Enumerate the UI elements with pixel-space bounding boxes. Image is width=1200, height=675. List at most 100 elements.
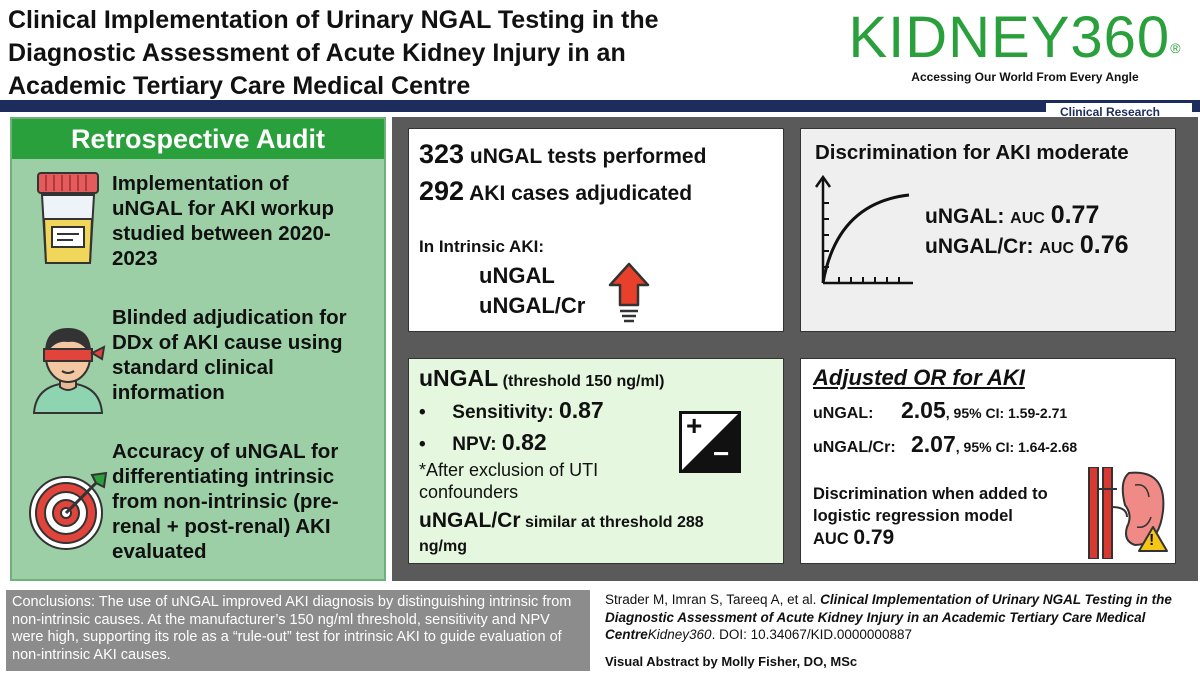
or-label: uNGAL:: [813, 405, 874, 422]
citation: Strader M, Imran S, Tareeq A, et al. Cli…: [605, 591, 1195, 644]
tests-count: 323: [419, 139, 465, 169]
audit-item-accuracy: Accuracy of uNGAL for differentiating in…: [112, 439, 382, 564]
cases-label: AKI cases adjudicated: [469, 182, 693, 205]
auc-value: 0.79: [853, 526, 895, 549]
auc-text: AUC: [1039, 240, 1075, 257]
auc-value: 0.77: [1050, 201, 1100, 229]
auc-label: uNGAL/Cr:: [925, 235, 1034, 258]
kidney-icon: !: [1083, 466, 1173, 564]
or-value: 2.07: [911, 431, 956, 457]
increase-arrow-icon: [607, 261, 651, 330]
cases-adjudicated-row: 292 AKI cases adjudicated: [419, 176, 692, 207]
logo-wordmark: KIDNEY360®: [840, 6, 1190, 70]
audit-item-implementation: Implementation of uNGAL for AKI workup s…: [112, 171, 382, 271]
title-line: Academic Tertiary Care Medical Centre: [8, 72, 471, 100]
visual-abstract-credit: Visual Abstract by Molly Fisher, DO, MSc: [605, 654, 858, 669]
audit-text-line: evaluated: [112, 540, 207, 563]
tests-summary-box: 323 uNGAL tests performed 292 AKI cases …: [408, 128, 784, 332]
discrimination-box: Discrimination for AKI moderate uNGAL: A…: [800, 128, 1176, 332]
npv-row: • NPV: 0.82: [419, 429, 547, 456]
or-label: uNGAL/Cr:: [813, 439, 896, 456]
auc-text: AUC: [1010, 210, 1045, 227]
tests-label: uNGAL tests performed: [469, 145, 707, 168]
roc-curve-icon: [814, 173, 915, 298]
audit-text-line: 2023: [112, 247, 158, 270]
retrospective-audit-panel: Retrospective Audit Implementation of uN…: [10, 117, 386, 581]
audit-text-line: standard clinical: [112, 356, 274, 379]
or-value: 2.05: [901, 397, 946, 423]
citation-journal: Kidney360: [647, 627, 712, 642]
journal-logo: KIDNEY360® Accessing Our World From Ever…: [840, 6, 1190, 85]
threshold-title: uNGAL: [419, 365, 499, 391]
or-ci: , 95% CI: 1.64-2.68: [955, 439, 1078, 455]
threshold-subtitle: (threshold 150 ng/ml): [502, 373, 665, 390]
audit-text-line: uNGAL for AKI workup: [112, 197, 335, 220]
blindfolded-person-icon: [26, 317, 110, 422]
npv-label: NPV:: [452, 434, 497, 455]
regression-line: Discrimination when added to: [813, 485, 1048, 503]
title-line: Clinical Implementation of Urinary NGAL …: [8, 6, 659, 34]
sensitivity-label: Sensitivity:: [452, 402, 554, 423]
ratio-title: uNGAL/Cr: [419, 509, 521, 532]
target-icon: [26, 467, 112, 558]
audit-text-line: renal + post-renal) AKI: [112, 515, 331, 538]
category-label: Clinical Research: [1045, 103, 1192, 121]
auc-row-ungal: uNGAL: AUC 0.77: [925, 201, 1099, 230]
odds-ratio-box: Adjusted OR for AKI uNGAL: 2.05, 95% CI: …: [800, 358, 1176, 564]
warning-icon: !: [1137, 525, 1169, 558]
sensitivity-value: 0.87: [558, 397, 604, 423]
or-row-ungal: uNGAL: 2.05, 95% CI: 1.59-2.71: [813, 397, 1067, 424]
auc-row-ungal-cr: uNGAL/Cr: AUC 0.76: [925, 231, 1129, 260]
cases-count: 292: [419, 176, 465, 206]
audit-item-adjudication: Blinded adjudication for DDx of AKI caus…: [112, 305, 382, 405]
sensitivity-row: • Sensitivity: 0.87: [419, 397, 604, 424]
note-line: confounders: [419, 482, 519, 502]
auc-text: AUC: [813, 530, 849, 548]
ratio-text: similar at threshold 288: [524, 514, 704, 531]
discrimination-title: Discrimination for AKI moderate: [815, 141, 1129, 164]
marker-ungal-cr: uNGAL/Cr: [479, 293, 586, 318]
audit-text-line: DDx of AKI cause using: [112, 331, 343, 354]
npv-value: 0.82: [501, 429, 547, 455]
ratio-threshold: uNGAL/Cr similar at threshold 288 ng/mg: [419, 509, 704, 559]
minus-sign: −: [713, 438, 730, 469]
audit-text-line: Accuracy of uNGAL for: [112, 440, 339, 463]
citation-authors: Strader M, Imran S, Tareeq A, et al.: [605, 592, 817, 607]
plus-minus-icon: + −: [679, 411, 741, 473]
note-line: *After exclusion of UTI: [419, 460, 599, 480]
title-line: Diagnostic Assessment of Acute Kidney In…: [8, 39, 626, 67]
regression-discrimination: Discrimination when added to logistic re…: [813, 483, 1048, 550]
audit-text-line: differentiating intrinsic: [112, 465, 335, 488]
bullet: •: [419, 434, 426, 455]
regression-line: logistic regression model: [813, 507, 1013, 525]
conclusion-box: Conclusions: The use of uNGAL improved A…: [6, 590, 590, 671]
or-row-ungal-cr: uNGAL/Cr: 2.07, 95% CI: 1.64-2.68: [813, 431, 1077, 458]
logo-tagline: Accessing Our World From Every Angle: [911, 70, 1139, 84]
audit-text-line: information: [112, 381, 225, 404]
exclusion-note: *After exclusion of UTI confounders: [419, 459, 598, 503]
marker-ungal: uNGAL: [479, 263, 555, 288]
tests-performed-row: 323 uNGAL tests performed: [419, 139, 706, 170]
logo-text: KIDNEY360: [848, 5, 1171, 70]
audit-text-line: studied between 2020-: [112, 222, 331, 245]
plus-sign: +: [686, 411, 703, 441]
ratio-unit: ng/mg: [419, 538, 467, 555]
citation-doi: . DOI: 10.34067/KID.0000000887: [711, 627, 912, 642]
threshold-box: uNGAL (threshold 150 ng/ml) • Sensitivit…: [408, 358, 784, 564]
category-text: Clinical Research: [1059, 105, 1160, 119]
page-title: Clinical Implementation of Urinary NGAL …: [8, 4, 808, 103]
warning-mark: !: [1149, 532, 1155, 549]
odds-title: Adjusted OR for AKI: [813, 365, 1025, 390]
regression-auc: AUC 0.79: [813, 527, 1048, 550]
citation-title: Clinical Implementation of Urinary NGAL …: [605, 592, 1172, 642]
audit-text-line: from non-intrinsic (pre-: [112, 490, 339, 513]
audit-heading: Retrospective Audit: [12, 119, 384, 159]
or-ci: , 95% CI: 1.59-2.71: [945, 405, 1068, 421]
header-bar: [0, 100, 1200, 112]
audit-text-line: Implementation of: [112, 172, 289, 195]
auc-label: uNGAL:: [925, 205, 1005, 228]
registered-mark: ®: [1170, 40, 1182, 56]
intrinsic-label: In Intrinsic AKI:: [419, 237, 544, 256]
bullet: •: [419, 402, 426, 423]
audit-text-line: Blinded adjudication for: [112, 306, 347, 329]
